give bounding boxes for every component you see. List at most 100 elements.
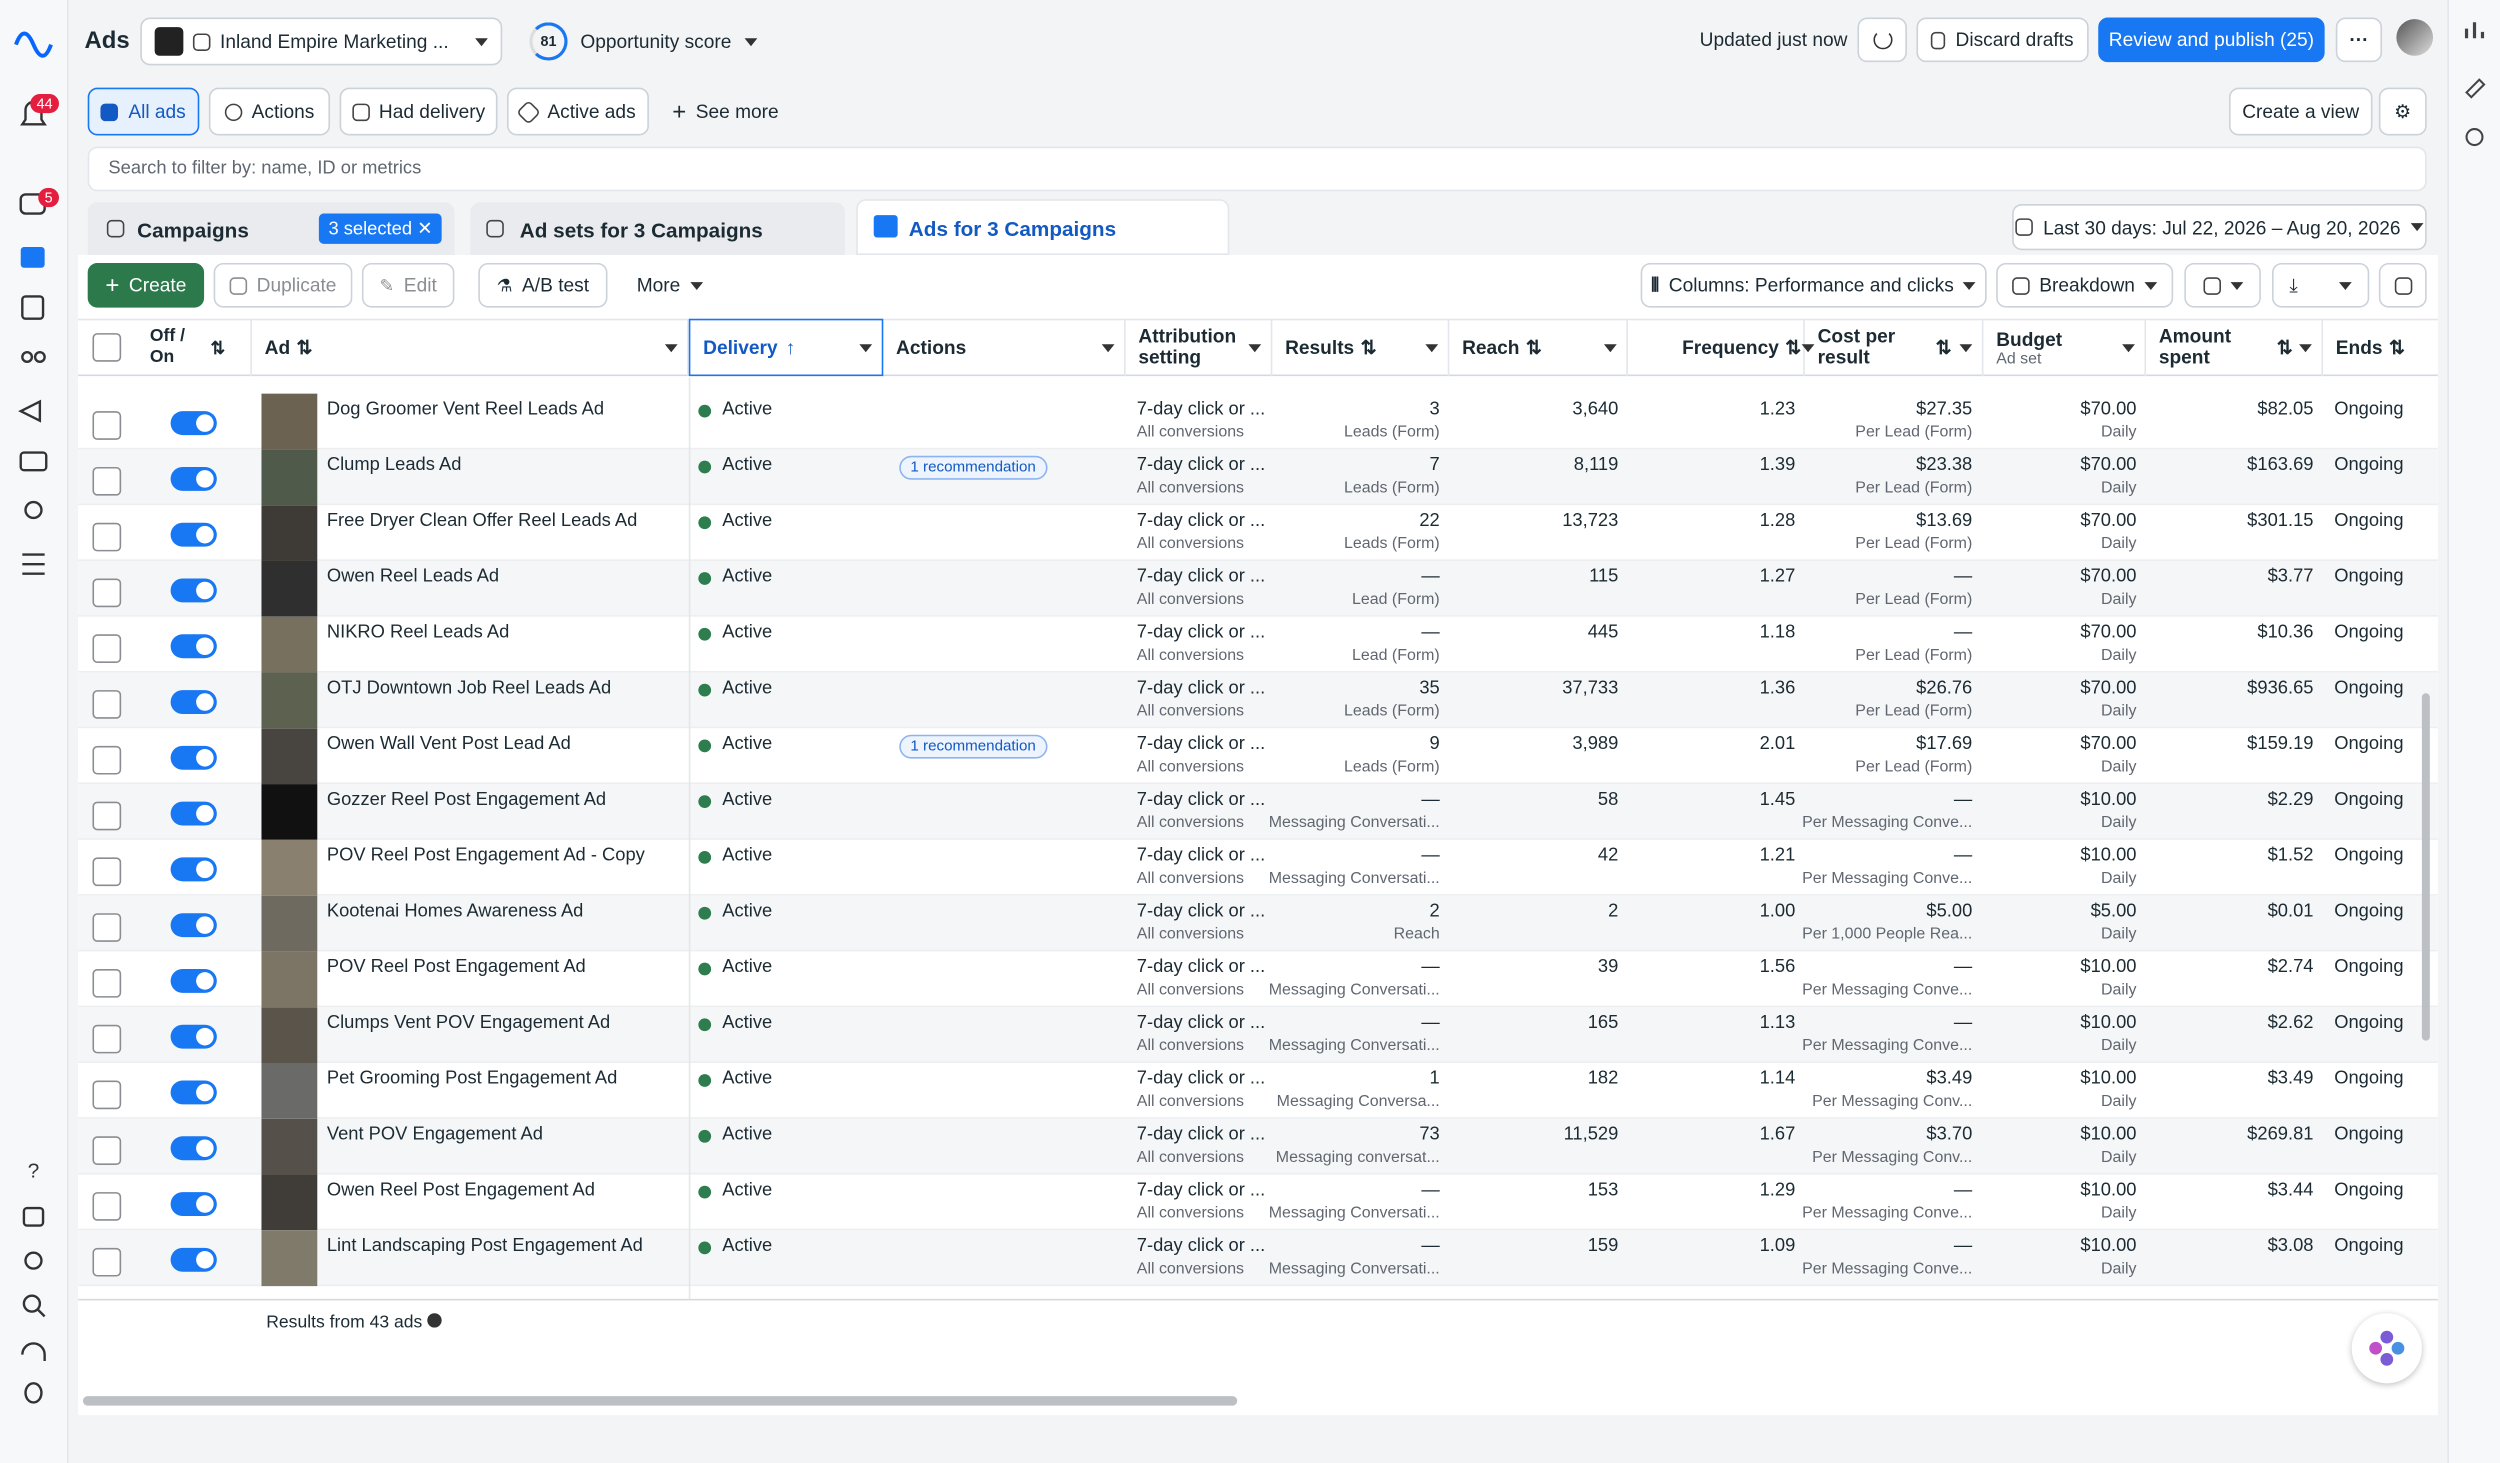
ad-name[interactable]: Pet Grooming Post Engagement Ad (326, 1069, 618, 1089)
ad-name[interactable]: Clumps Vent POV Engagement Ad (326, 1013, 611, 1033)
ad-name[interactable]: Clump Leads Ad (326, 455, 462, 475)
view-see-more[interactable]: + See more (672, 98, 779, 126)
row-checkbox[interactable] (92, 578, 122, 608)
col-header[interactable]: Budget Ad set (1983, 318, 2147, 377)
status-toggle[interactable] (170, 411, 217, 436)
status-toggle[interactable] (170, 913, 217, 938)
account-selector[interactable]: Inland Empire Marketing ... (140, 17, 503, 66)
chart-toggle-button[interactable] (2378, 262, 2427, 308)
date-range-picker[interactable]: Last 30 days: Jul 22, 2026 – Aug 20, 202… (2012, 203, 2427, 251)
status-toggle[interactable] (170, 1080, 217, 1105)
ad-name[interactable]: POV Reel Post Engagement Ad (326, 957, 586, 977)
refresh-button[interactable] (1857, 17, 1907, 63)
status-toggle[interactable] (170, 968, 217, 993)
status-toggle[interactable] (170, 466, 217, 491)
status-toggle[interactable] (170, 1192, 217, 1216)
col-header-sorted[interactable]: Delivery ↑ (688, 318, 884, 377)
more-button[interactable]: More (621, 262, 718, 308)
row-checkbox[interactable] (92, 1247, 122, 1277)
discard-button[interactable]: Discard drafts (1916, 17, 2089, 63)
col-header[interactable]: Actions (883, 318, 1126, 377)
status-toggle[interactable] (170, 690, 217, 714)
row-checkbox[interactable] (92, 913, 122, 942)
ab-test-button[interactable]: ⚗ A/B test (478, 262, 608, 308)
col-header[interactable]: Off / On ⇅ (137, 318, 252, 377)
vertical-scrollbar[interactable] (2421, 693, 2430, 1041)
col-header[interactable]: Attribution setting (1126, 318, 1273, 377)
row-checkbox[interactable] (92, 801, 122, 831)
ad-name[interactable]: Owen Reel Leads Ad (326, 567, 500, 587)
col-header[interactable]: Results ⇅ (1272, 318, 1450, 377)
row-checkbox[interactable] (92, 1136, 122, 1165)
ad-name[interactable]: POV Reel Post Engagement Ad - Copy (326, 846, 645, 866)
status-toggle[interactable] (170, 1024, 217, 1049)
publish-button[interactable]: Review and publish (25) (2098, 17, 2325, 63)
duplicate-button[interactable]: Duplicate (213, 262, 353, 308)
ad-name[interactable]: Vent POV Engagement Ad (326, 1125, 543, 1145)
ad-name[interactable]: Kootenai Homes Awareness Ad (326, 902, 584, 922)
select-all-checkbox[interactable] (92, 333, 122, 362)
row-checkbox[interactable] (92, 968, 122, 998)
reports-button[interactable] (2184, 262, 2261, 308)
status-toggle[interactable] (170, 1247, 217, 1272)
opportunity-score[interactable]: 81 Opportunity score (529, 22, 757, 61)
row-checkbox[interactable] (92, 857, 122, 887)
view-active-ads[interactable]: Active ads (507, 87, 649, 136)
row-checkbox[interactable] (92, 466, 122, 496)
campaigns-tab[interactable]: Campaigns 3 selected ✕ (87, 202, 455, 255)
more-options-button[interactable]: ··· (2335, 17, 2383, 63)
selection-chip[interactable]: 3 selected ✕ (318, 213, 443, 244)
row-checkbox[interactable] (92, 745, 122, 775)
view-all-ads[interactable]: All ads (87, 87, 200, 136)
avatar[interactable] (2396, 19, 2434, 56)
row-checkbox[interactable] (92, 1080, 122, 1110)
export-button[interactable]: ⤓ (2272, 262, 2370, 308)
recommendation-chip[interactable]: 1 recommendation (899, 455, 1048, 480)
edit-button[interactable]: ✎ Edit (361, 262, 455, 308)
col-header[interactable]: Ad ⇅ (252, 318, 689, 377)
status-toggle[interactable] (170, 578, 217, 603)
row-checkbox[interactable] (92, 522, 122, 552)
ad-name[interactable]: OTJ Downtown Job Reel Leads Ad (326, 678, 612, 699)
status-toggle[interactable] (170, 801, 217, 826)
status-toggle[interactable] (170, 1136, 217, 1161)
adsets-tab[interactable]: Ad sets for 3 Campaigns (470, 202, 846, 255)
status-toggle[interactable] (170, 745, 217, 770)
budget: $70.00 (2080, 511, 2137, 531)
status-toggle[interactable] (170, 857, 217, 882)
view-had-delivery[interactable]: Had delivery (339, 87, 498, 136)
col-header[interactable]: Reach ⇅ (1449, 318, 1628, 377)
breakdown-button[interactable]: Breakdown (1996, 262, 2174, 308)
ad-name[interactable]: Gozzer Reel Post Engagement Ad (326, 790, 607, 810)
row-checkbox[interactable] (92, 690, 122, 719)
view-actions[interactable]: Actions (208, 87, 331, 136)
status-toggle[interactable] (170, 522, 217, 547)
ad-name[interactable]: Lint Landscaping Post Engagement Ad (326, 1236, 643, 1256)
row-checkbox[interactable] (92, 1024, 122, 1054)
assistant-button[interactable] (2351, 1313, 2422, 1384)
row-checkbox[interactable] (92, 1192, 122, 1221)
col-header[interactable]: Ends ⇅ (2335, 336, 2406, 359)
search-bar[interactable]: Search to filter by: name, ID or metrics (87, 146, 2427, 192)
col-header[interactable]: Cost per result ⇅ (1805, 318, 1984, 377)
ad-name[interactable]: Owen Reel Post Engagement Ad (326, 1180, 595, 1201)
delivery-dot (698, 906, 712, 920)
ads-tab[interactable]: Ads for 3 Campaigns (856, 199, 1230, 255)
results: — (1421, 957, 1440, 977)
ad-name[interactable]: Owen Wall Vent Post Lead Ad (326, 734, 571, 754)
status-toggle[interactable] (170, 634, 217, 659)
row-checkbox[interactable] (92, 411, 122, 440)
ad-name[interactable]: Free Dryer Clean Offer Reel Leads Ad (326, 511, 638, 531)
ad-name[interactable]: NIKRO Reel Leads Ad (326, 623, 510, 643)
view-settings-button[interactable]: ⚙ (2378, 87, 2427, 136)
horizontal-scrollbar[interactable] (82, 1396, 1238, 1406)
create-button[interactable]: + Create (87, 262, 205, 308)
col-header[interactable]: Amount spent ⇅ (2146, 318, 2324, 377)
columns-button[interactable]: ⫴ Columns: Performance and clicks (1640, 262, 1987, 308)
row-checkbox[interactable] (92, 634, 122, 663)
recommendation-chip[interactable]: 1 recommendation (899, 734, 1048, 759)
col-header[interactable]: Frequency ⇅ (1628, 318, 1815, 377)
results-sub: Leads (Form) (1344, 702, 1440, 721)
ad-name[interactable]: Dog Groomer Vent Reel Leads Ad (326, 400, 605, 420)
create-view-button[interactable]: Create a view (2228, 87, 2373, 136)
